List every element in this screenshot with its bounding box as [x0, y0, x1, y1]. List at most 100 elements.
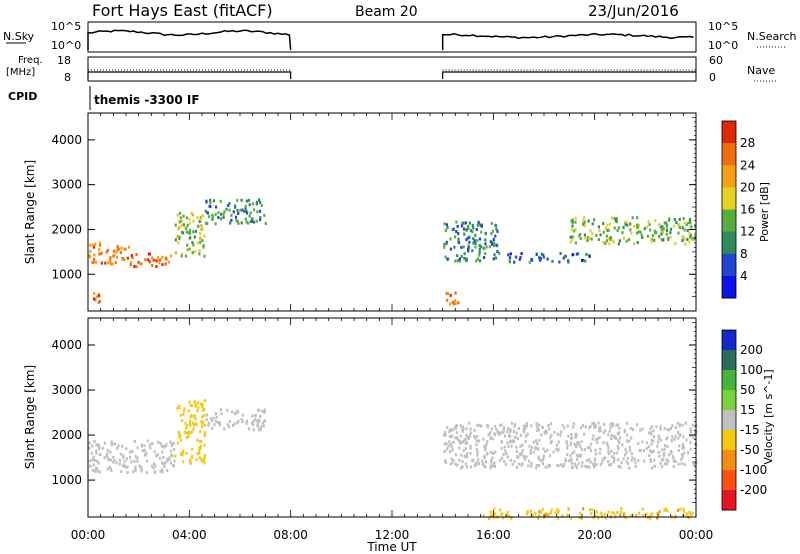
echo-cell [537, 447, 540, 451]
echo-cell [185, 431, 188, 435]
echo-cell [608, 429, 611, 433]
echo-cell [594, 438, 597, 442]
echo-cell [530, 464, 533, 468]
echo-cell [607, 460, 610, 463]
echo-cell [186, 243, 189, 247]
echo-cell [601, 460, 604, 464]
echo-cell [513, 459, 516, 463]
echo-cell [107, 261, 110, 265]
echo-cell [617, 439, 620, 443]
echo-cell [573, 450, 576, 454]
echo-cell [692, 461, 695, 464]
echo-cell [636, 216, 639, 220]
echo-cell [452, 459, 455, 463]
echo-cell [205, 418, 208, 422]
echo-cell [576, 441, 579, 445]
echo-cell [570, 516, 573, 520]
echo-cell [678, 433, 681, 437]
echo-cell [635, 514, 638, 518]
echo-cell [506, 455, 509, 459]
echo-cell [226, 423, 229, 427]
echo-cell [520, 463, 523, 467]
echo-cell [230, 213, 233, 217]
echo-cell [577, 454, 580, 458]
echo-cell [631, 216, 634, 220]
echo-cell [609, 422, 612, 426]
echo-cell [200, 214, 203, 218]
echo-cell [182, 412, 185, 416]
echo-cell [663, 451, 666, 455]
echo-cell [465, 228, 468, 232]
echo-cell [519, 453, 522, 457]
echo-cell [209, 198, 212, 202]
echo-cell [135, 265, 138, 269]
echo-cell [665, 229, 669, 232]
echo-cell [612, 451, 616, 455]
nsky-panel: N.Sky 10^5 10^0 10^5 10^0 N.Search [3, 20, 797, 53]
echo-cell [220, 217, 223, 221]
echo-cell [572, 422, 575, 426]
echo-cell [164, 461, 167, 465]
echo-cell [503, 426, 506, 430]
echo-cell [93, 257, 96, 261]
echo-cell [599, 429, 602, 433]
echo-cell [95, 443, 98, 447]
echo-cell [677, 231, 680, 235]
echo-cell [493, 253, 496, 257]
echo-cell [491, 241, 494, 245]
echo-cell [594, 514, 597, 518]
echo-cell [693, 432, 697, 436]
echo-cell [95, 449, 98, 453]
echo-cell [666, 445, 669, 448]
echo-cell [493, 244, 496, 248]
echo-cell [464, 442, 467, 445]
echo-cell [501, 456, 504, 460]
echo-cell [450, 444, 453, 448]
echo-cell [657, 434, 660, 438]
echo-cell [668, 217, 671, 221]
echo-cell [535, 422, 538, 425]
echo-cell [99, 300, 102, 303]
echo-cell [488, 431, 491, 435]
echo-cell [584, 236, 587, 240]
echo-cell [151, 442, 154, 446]
echo-cell [177, 404, 181, 408]
echo-cell [590, 237, 593, 241]
echo-cell [231, 424, 234, 427]
echo-cell [163, 465, 166, 469]
echo-cell [443, 431, 447, 434]
echo-cell [133, 265, 136, 268]
echo-cell [514, 423, 517, 427]
echo-cell [621, 443, 624, 447]
echo-cell [188, 221, 191, 225]
echo-cell [681, 444, 684, 448]
echo-cell [676, 421, 679, 425]
echo-cell [468, 421, 471, 425]
echo-cell [450, 457, 453, 461]
echo-cell [191, 447, 194, 451]
echo-cell [528, 444, 531, 448]
echo-cell [638, 511, 641, 515]
echo-cell [538, 438, 541, 442]
echo-cell [597, 429, 601, 433]
echo-cell [129, 455, 132, 459]
echo-cell [234, 215, 238, 219]
echo-cell [653, 239, 656, 242]
echo-cell [663, 426, 666, 430]
echo-cell [475, 439, 478, 443]
echo-cell [116, 248, 119, 252]
echo-cell [249, 219, 252, 223]
colorbar-swatch [722, 121, 736, 144]
echo-cell [491, 464, 494, 468]
echo-cell [664, 221, 667, 225]
echo-cell [506, 430, 509, 434]
echo-cell [188, 422, 192, 426]
echo-cell [610, 216, 614, 220]
echo-cell [452, 302, 455, 306]
echo-cell [505, 452, 508, 456]
echo-cell [542, 454, 546, 458]
echo-cell [451, 428, 455, 432]
echo-cell [648, 223, 651, 227]
echo-cell [607, 236, 610, 240]
echo-cell [670, 438, 673, 442]
